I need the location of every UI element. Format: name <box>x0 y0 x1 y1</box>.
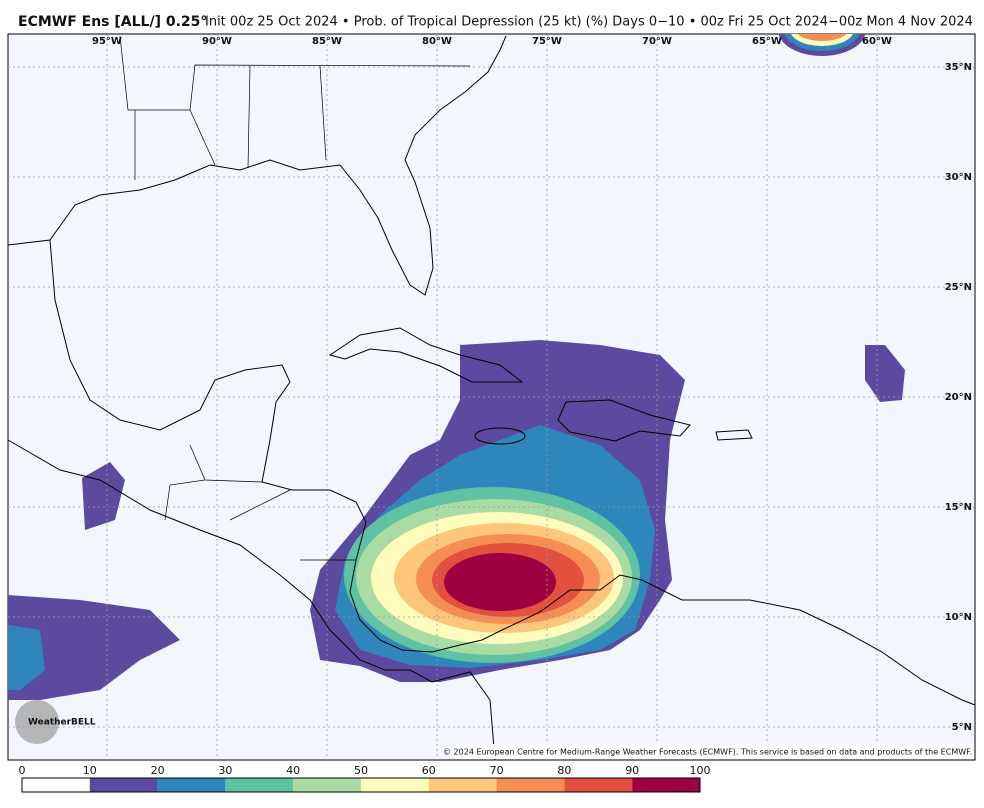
colorbar-swatch <box>22 778 90 792</box>
probability-contour <box>8 595 180 700</box>
probability-contour <box>444 553 556 611</box>
lat-label: 35°N <box>945 62 972 73</box>
colorbar-tick-label: 100 <box>690 764 711 777</box>
colorbar: 0 10 20 30 40 50 60 70 80 90 100 <box>19 764 711 793</box>
colorbar-swatch <box>225 778 294 792</box>
lon-label: 65°W <box>752 36 782 47</box>
colorbar-swatch <box>496 778 565 792</box>
colorbar-swatch <box>564 778 633 792</box>
probability-contour <box>82 462 125 530</box>
probability-contour <box>797 34 847 41</box>
probability-contour <box>8 625 45 690</box>
colorbar-tick-label: 30 <box>218 764 232 777</box>
copyright-box <box>455 744 974 759</box>
colorbar-tick-label: 0 <box>19 764 26 777</box>
colorbar-tick-label: 40 <box>286 764 300 777</box>
colorbar-tick-label: 50 <box>354 764 368 777</box>
description: Init 00z 25 Oct 2024 • Prob. of Tropical… <box>205 15 973 30</box>
lon-label: 90°W <box>202 36 232 47</box>
colorbar-swatch <box>361 778 429 792</box>
lon-label: 85°W <box>312 36 342 47</box>
probability-contour <box>865 345 905 402</box>
lon-label: 60°W <box>862 36 892 47</box>
lat-label: 10°N <box>945 612 972 623</box>
colorbar-tick-label: 20 <box>151 764 165 777</box>
coastlines <box>7 35 976 761</box>
colorbar-tick-label: 80 <box>557 764 571 777</box>
lon-label: 80°W <box>422 36 452 47</box>
colorbar-swatch <box>632 778 700 792</box>
lat-label: 5°N <box>952 722 972 733</box>
colorbar-tick-label: 10 <box>83 764 97 777</box>
lat-label: 15°N <box>945 502 972 513</box>
lat-label: 30°N <box>945 172 972 183</box>
colorbar-tick-label: 90 <box>625 764 639 777</box>
logo-text: WeatherBELL <box>28 718 96 728</box>
colorbar-swatch <box>89 778 158 792</box>
lon-label: 75°W <box>532 36 562 47</box>
lon-label: 95°W <box>92 36 122 47</box>
colorbar-frame <box>21 777 701 793</box>
colorbar-tick-label: 60 <box>422 764 436 777</box>
copyright: © 2024 European Centre for Medium-Range … <box>443 748 972 757</box>
colorbar-swatch <box>428 778 497 792</box>
lat-label: 20°N <box>945 392 972 403</box>
probability-field <box>8 34 905 700</box>
colorbar-swatch <box>293 778 361 792</box>
lon-label: 70°W <box>642 36 672 47</box>
logo: WeatherBELL <box>15 700 96 744</box>
colorbar-swatch <box>157 778 226 792</box>
model-title: ECMWF Ens [ALL/] 0.25° <box>18 14 207 30</box>
colorbar-tick-label: 70 <box>490 764 504 777</box>
lat-label: 25°N <box>945 282 972 293</box>
